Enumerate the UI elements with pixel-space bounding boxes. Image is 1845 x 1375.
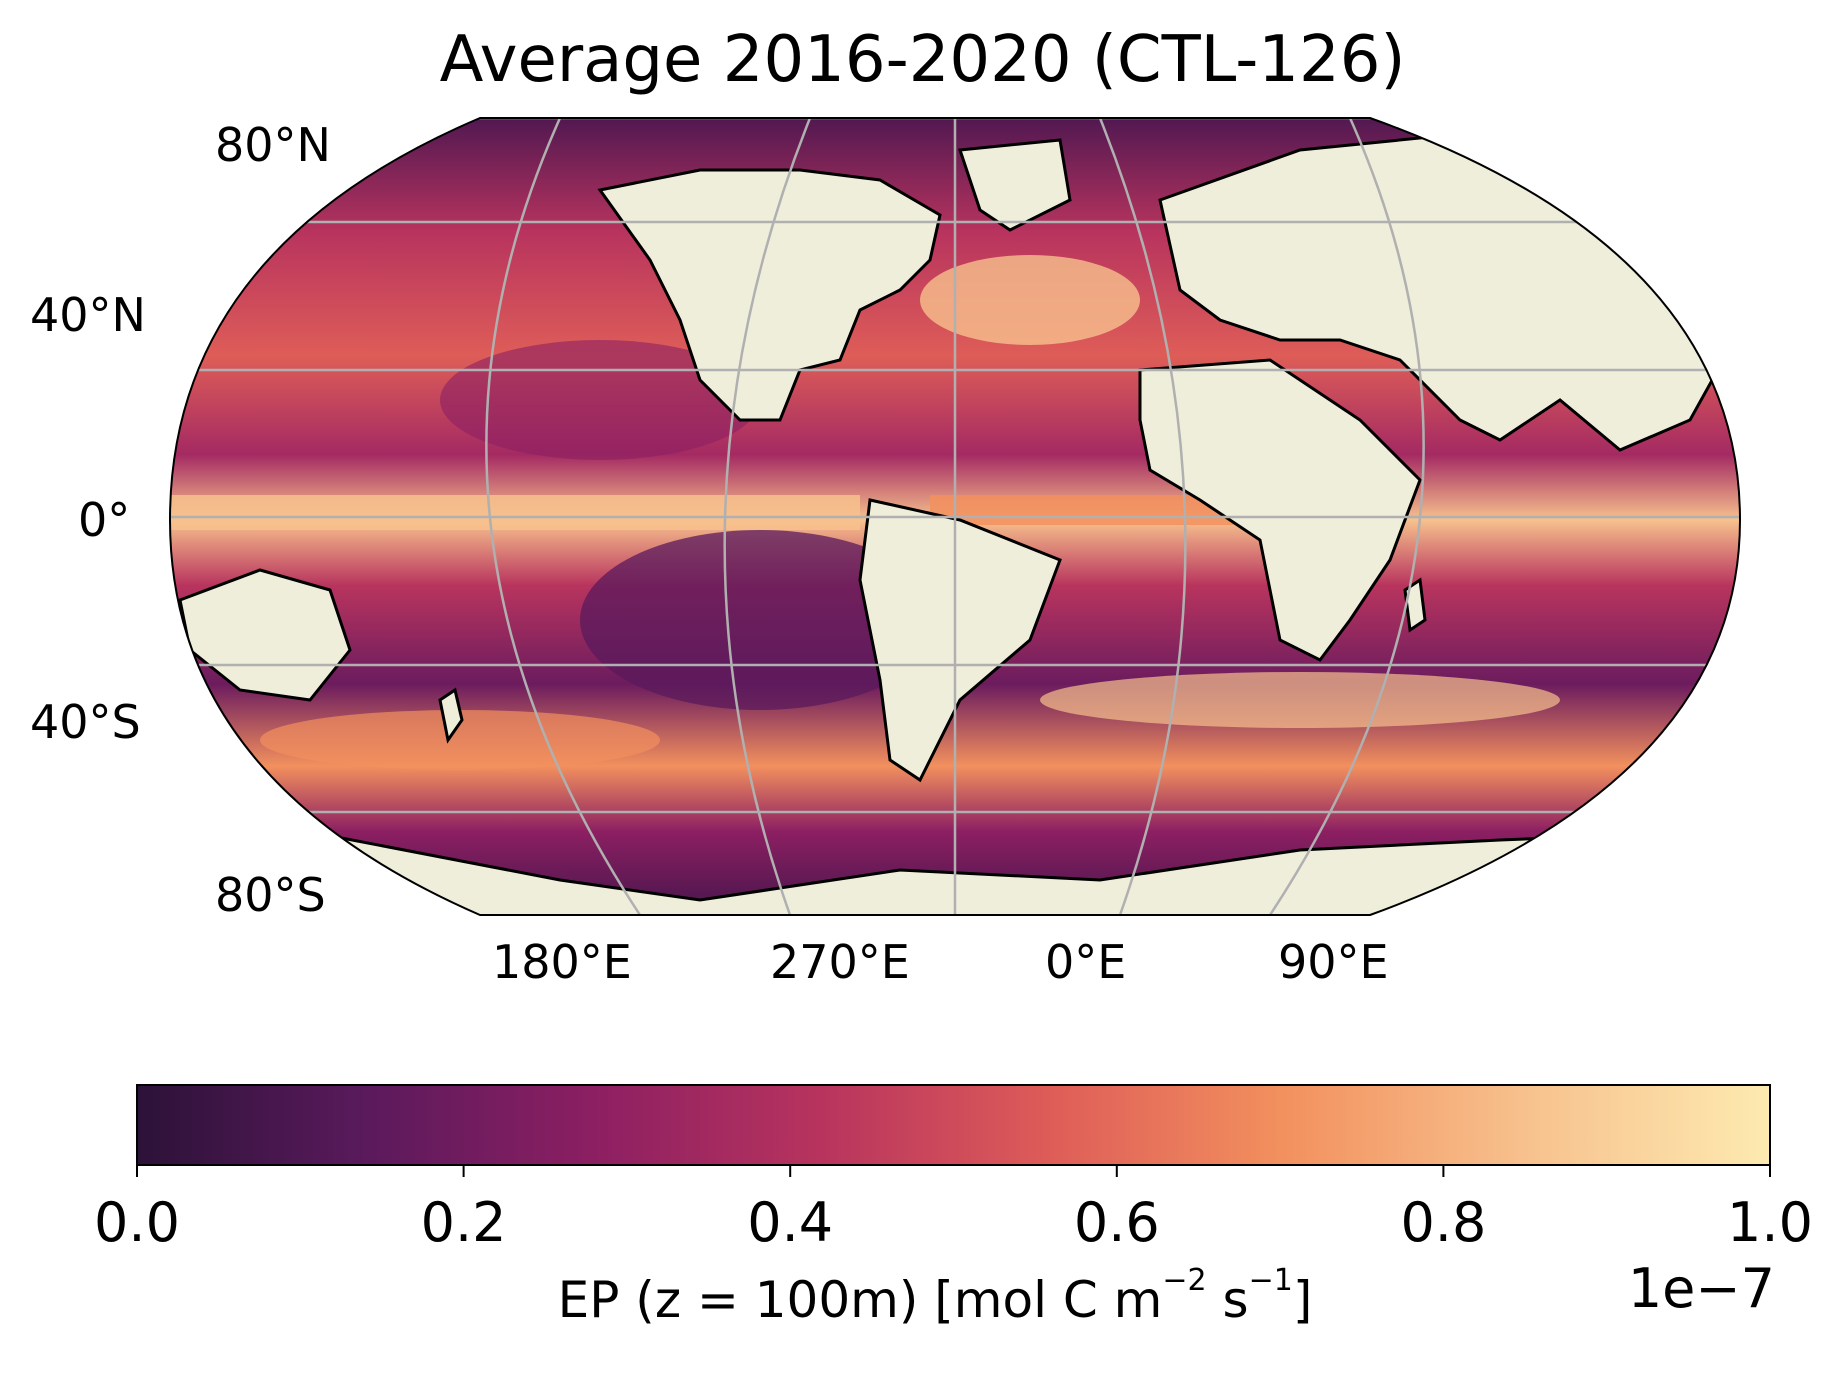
madagascar (1403, 577, 1427, 633)
graticule-lon-0 (1098, 118, 1187, 915)
lat-label-40s: 40°S (30, 695, 141, 749)
new-zealand (438, 687, 464, 744)
colorbar-label-exp2: −1 (1248, 1263, 1293, 1298)
south-america (858, 498, 1062, 783)
africa (1138, 358, 1422, 662)
lat-label-0: 0° (78, 493, 131, 547)
lon-label-270e: 270°E (770, 935, 910, 989)
map-outline (168, 117, 1742, 916)
lat-label-80s: 80°S (215, 868, 326, 922)
equatorial-band (170, 495, 860, 530)
colorbar-tick-label: 0.6 (1073, 1191, 1160, 1254)
map-title: Average 2016-2020 (CTL-126) (439, 23, 1406, 97)
colorbar-label-prefix: EP (z = 100m) [mol C m (557, 1271, 1163, 1329)
graticule-lon-240 (723, 118, 812, 915)
australia (178, 568, 352, 702)
colorbar-label-suffix: ] (1292, 1271, 1313, 1329)
lon-label-0e: 0°E (1045, 935, 1127, 989)
southern-ocean-high-pacific (260, 710, 660, 770)
greenland (957, 138, 1072, 232)
colorbar-label-exp1: −2 (1162, 1263, 1207, 1298)
colorbar (136, 1084, 1771, 1166)
colorbar-label: EP (z = 100m) [mol C m−2 s−1] (135, 1266, 1735, 1330)
colorbar-label-mid: s (1206, 1271, 1249, 1329)
lon-label-90e: 90°E (1278, 935, 1389, 989)
graticule (170, 118, 1740, 915)
north-atlantic-high (920, 255, 1140, 345)
lat-label-40n: 40°N (30, 288, 146, 342)
colorbar-tick-label: 1.0 (1727, 1191, 1813, 1254)
colorbar-scale-exponent: 1e−7 (1627, 1257, 1775, 1320)
colorbar-tick-label: 0.0 (94, 1191, 180, 1254)
colorbar-ticks (136, 1165, 1771, 1177)
colorbar-tick-label: 0.2 (420, 1191, 507, 1254)
equatorial-band-atlantic (930, 495, 1250, 525)
graticule-lon-60 (1268, 118, 1425, 915)
lat-label-80n: 80°N (215, 118, 331, 172)
lon-label-180e: 180°E (492, 935, 632, 989)
north-america (597, 168, 942, 422)
southern-ocean-high (1040, 672, 1560, 728)
colorbar-tick-label: 0.4 (747, 1191, 834, 1254)
colorbar-tick-label: 0.8 (1400, 1191, 1487, 1254)
graticule-lon-180 (485, 118, 642, 915)
